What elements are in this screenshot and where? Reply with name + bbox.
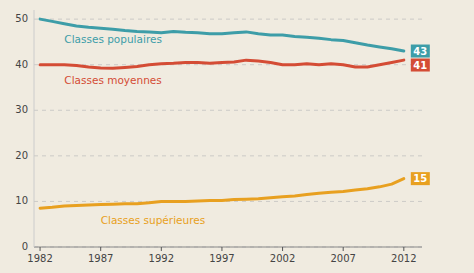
end-label: 15 [413,173,427,184]
series-line [40,179,404,209]
x-tick [282,247,283,251]
x-tick-label: 2012 [391,253,416,264]
grid-line [34,155,422,156]
end-label-box [411,172,430,185]
series-line [40,19,404,51]
x-tick [403,247,404,251]
end-label: 43 [413,46,427,57]
y-tick-label: 20 [15,150,28,161]
x-tick-label: 1987 [88,253,113,264]
y-tick-label: 50 [15,13,28,24]
series-line [40,60,404,68]
grid-line [34,110,422,111]
x-tick-label: 2002 [270,253,295,264]
x-tick [343,247,344,251]
series-label: Classes supérieures [101,214,206,226]
series-label: Classes populaires [64,33,162,45]
grid-line [34,19,422,20]
y-tick-label: 0 [22,241,28,252]
y-tick-label: 40 [15,59,28,70]
y-tick-label: 30 [15,104,28,115]
grid-line [34,64,422,65]
x-tick [40,247,41,251]
x-tick [100,247,101,251]
end-label-box [411,59,430,72]
x-tick-label: 2007 [330,253,355,264]
x-tick-label: 1992 [149,253,174,264]
y-axis-line [34,10,35,247]
series-label: Classes moyennes [64,74,161,86]
x-tick [221,247,222,251]
lines [40,19,404,208]
end-label-box [411,45,430,58]
x-tick [161,247,162,251]
x-axis-line [34,247,422,248]
x-tick-label: 1982 [27,253,52,264]
background [0,0,474,273]
end-label: 41 [413,60,427,71]
y-tick-label: 10 [15,195,28,206]
chart: 0 10 20 30 40 50 1982 1987 1992 1997 2002 2007 2012 C… [0,0,474,273]
x-tick-label: 1997 [209,253,234,264]
grid-line [34,247,422,248]
